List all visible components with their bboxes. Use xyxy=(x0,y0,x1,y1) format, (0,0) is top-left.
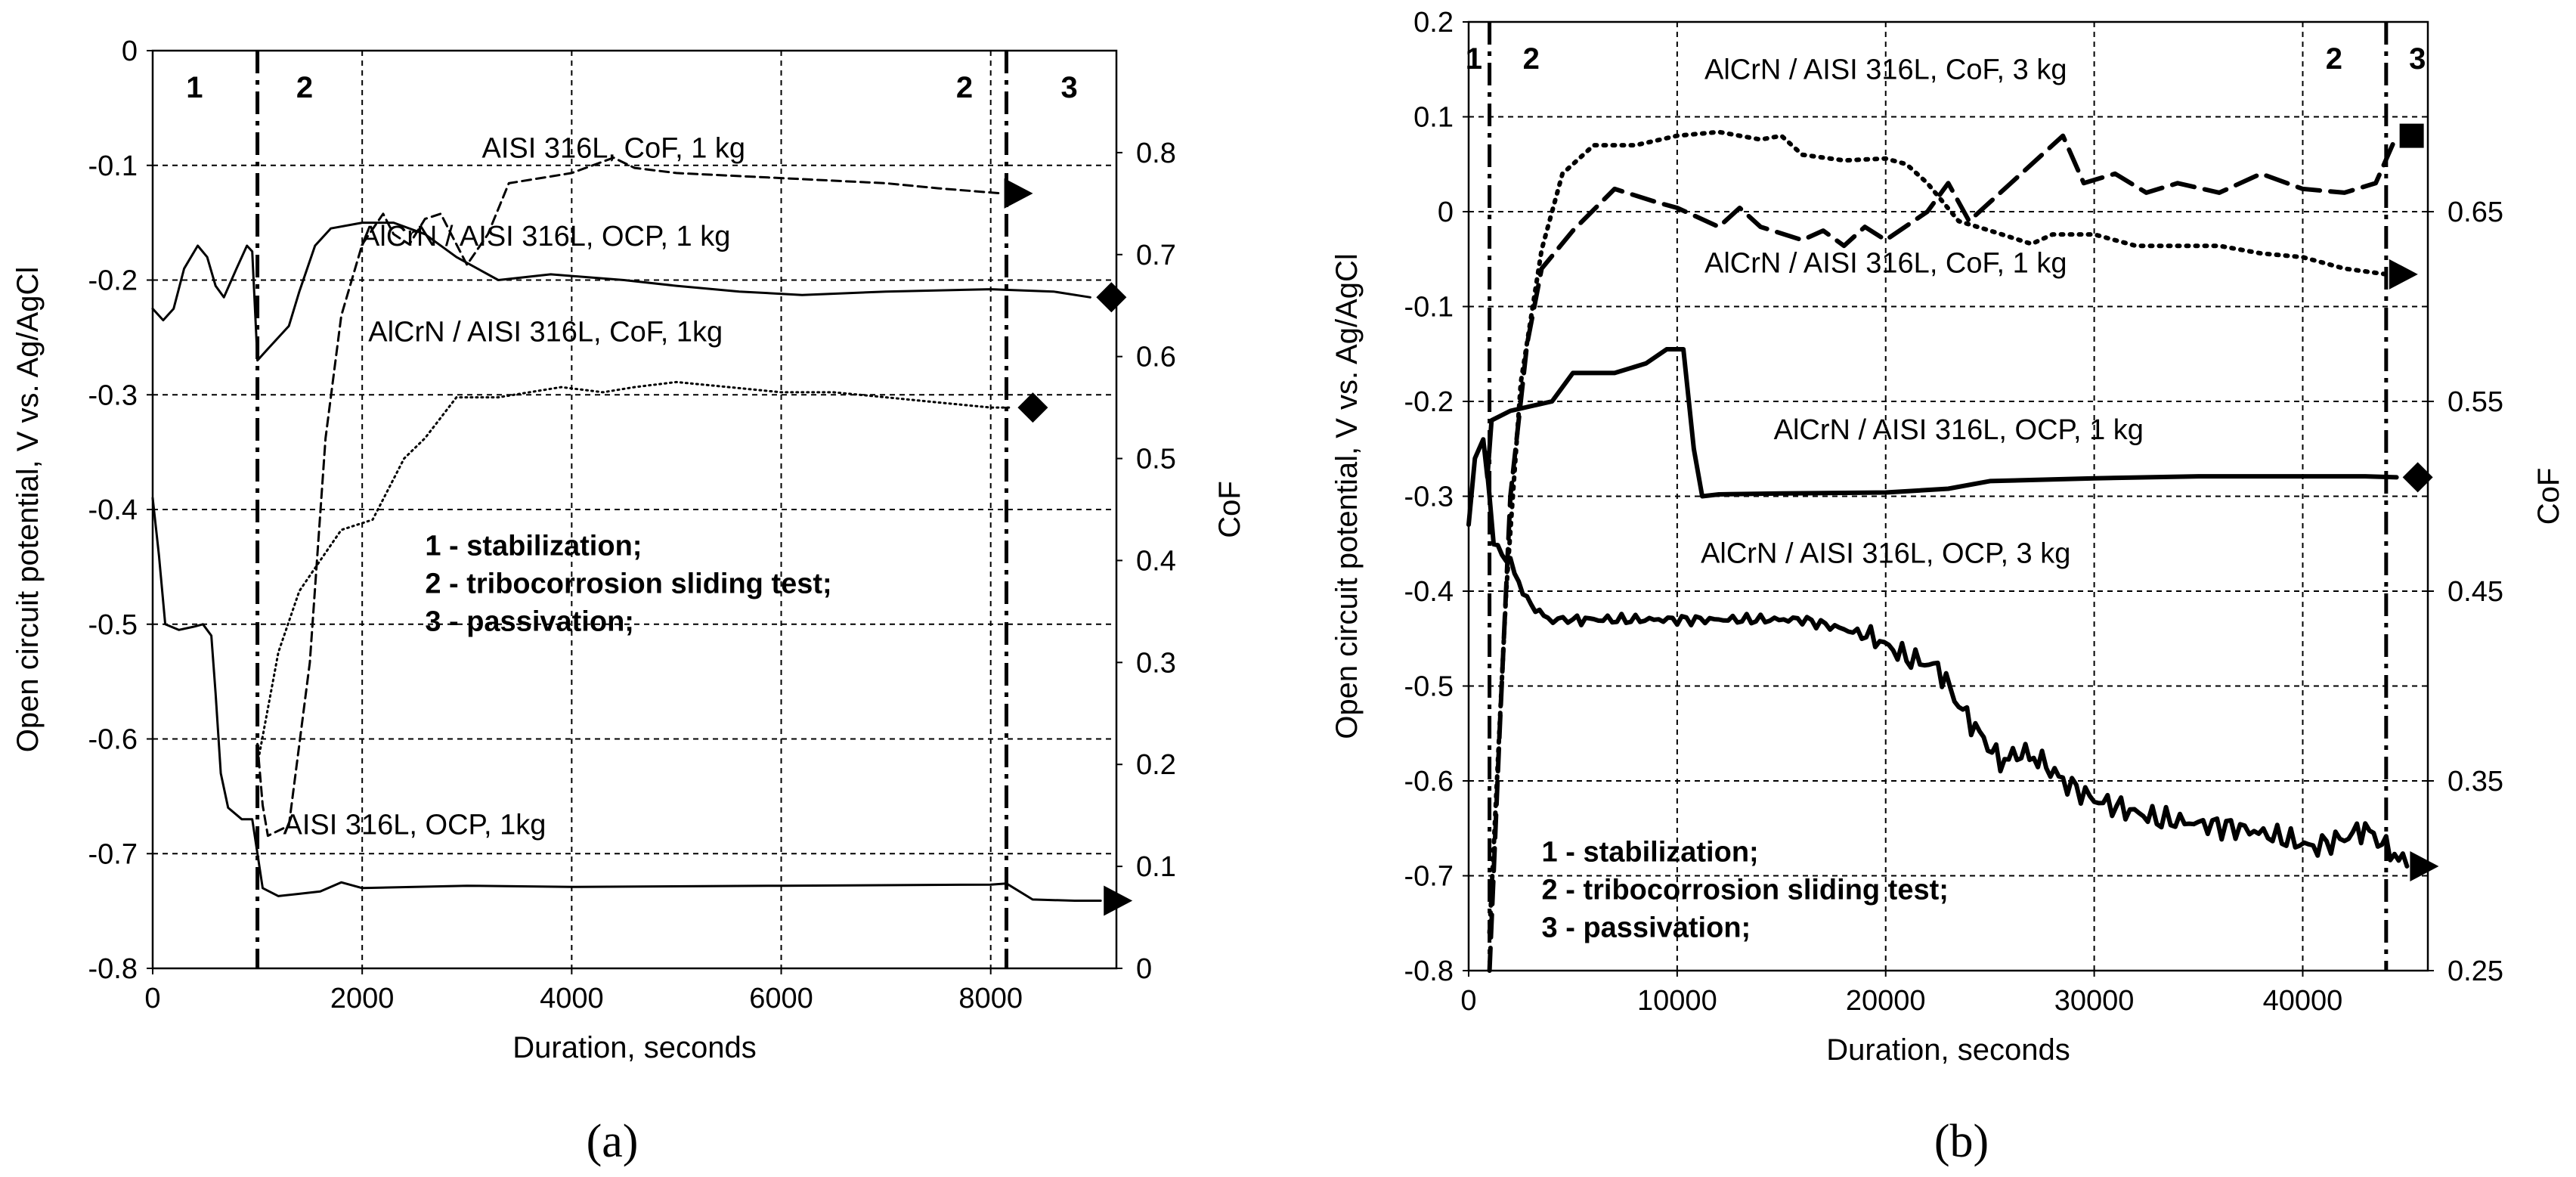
stage-label: 1 xyxy=(1466,42,1482,76)
y2-tick-label: 0.1 xyxy=(1136,851,1176,883)
y2-tick-label: 0.35 xyxy=(2448,766,2503,798)
stage-label: 2 xyxy=(956,71,973,104)
panel-a-label: (a) xyxy=(587,1116,639,1167)
y-tick-label: 0 xyxy=(122,36,138,67)
y-tick-label: -0.3 xyxy=(1404,482,1454,513)
plot-frame xyxy=(151,49,1118,970)
y-axis-title: Open circuit potential, V vs. Ag/AgCl xyxy=(11,267,45,753)
series-line xyxy=(1487,133,2399,973)
x-tick-label: 0 xyxy=(144,983,160,1014)
x-axis-title: Duration, seconds xyxy=(1826,1033,2070,1067)
y-tick-label: -0.7 xyxy=(88,838,138,870)
y2-tick-label: 0.65 xyxy=(2448,197,2503,228)
series-end-marker xyxy=(2399,123,2424,148)
stage-label: 2 xyxy=(296,71,313,104)
x-tick-label: 8000 xyxy=(958,983,1023,1014)
series-label: AlCrN / AISI 316L, CoF, 1kg xyxy=(368,316,723,348)
stage-legend-line: 2 - tribocorrosion sliding test; xyxy=(1542,875,1949,906)
x-tick-label: 30000 xyxy=(2054,985,2135,1017)
series-label: AlCrN / AISI 316L, CoF, 3 kg xyxy=(1704,54,2067,85)
stage-label: 2 xyxy=(2326,42,2342,76)
stage-legend-line: 1 - stabilization; xyxy=(425,531,642,562)
series-line xyxy=(1466,347,2399,528)
series-label: AISI 316L, OCP, 1kg xyxy=(283,809,546,841)
y2-tick-label: 0.2 xyxy=(1136,749,1176,781)
stage-legend-line: 3 - passivation; xyxy=(425,606,634,638)
series-line xyxy=(151,221,1091,362)
y-tick-label: 0.1 xyxy=(1413,102,1454,134)
y-axis-title: Open circuit potential, V vs. Ag/AgCl xyxy=(1330,253,1364,739)
series-end-marker xyxy=(2389,259,2418,290)
y2-tick-label: 0.5 xyxy=(1136,444,1176,475)
series-end-marker xyxy=(2410,850,2439,881)
x-tick-label: 40000 xyxy=(2263,985,2343,1017)
y2-tick-label: 0.45 xyxy=(2448,576,2503,608)
series-line xyxy=(256,380,1013,766)
stage-label: 3 xyxy=(2409,42,2426,76)
y-tick-label: -0.8 xyxy=(1404,956,1454,987)
stage-legend-line: 3 - passivation; xyxy=(1542,912,1751,944)
series-line xyxy=(1487,129,2389,935)
y-tick-label: -0.5 xyxy=(88,609,138,641)
y-tick-label: -0.8 xyxy=(88,953,138,985)
y-tick-label: -0.5 xyxy=(1404,671,1454,703)
y2-tick-label: 0.3 xyxy=(1136,647,1176,679)
y2-tick-label: 0 xyxy=(1136,953,1152,985)
y-tick-label: -0.6 xyxy=(1404,766,1454,798)
y-tick-label: -0.4 xyxy=(1404,576,1454,608)
y2-tick-label: 0.4 xyxy=(1136,545,1176,577)
y-tick-label: -0.7 xyxy=(1404,861,1454,893)
stage-label: 2 xyxy=(1523,42,1540,76)
y2-tick-label: 0.7 xyxy=(1136,240,1176,271)
series-line xyxy=(256,156,1003,838)
series-end-marker xyxy=(1096,282,1127,313)
panel-a-chart: 0-0.1-0.2-0.3-0.4-0.5-0.6-0.7-0.80 2000 40… xyxy=(11,36,1246,1064)
series-end-marker xyxy=(1104,885,1133,916)
series-end-marker xyxy=(2402,462,2433,493)
y-tick-label: -0.1 xyxy=(1404,292,1454,324)
series-label: AlCrN / AISI 316L, CoF, 1 kg xyxy=(1704,247,2067,279)
x-tick-label: 6000 xyxy=(749,983,813,1014)
series-label: AlCrN / AISI 316L, OCP, 1 kg xyxy=(361,221,730,252)
series-label: AlCrN / AISI 316L, OCP, 1 kg xyxy=(1774,414,2144,446)
y2-tick-label: 0.8 xyxy=(1136,138,1176,169)
y2-axis-title: CoF xyxy=(1213,481,1246,538)
y2-axis-title: CoF xyxy=(2532,468,2565,525)
panel-b-label: (b) xyxy=(1934,1116,1989,1167)
y-tick-label: 0.2 xyxy=(1413,7,1454,39)
y2-tick-label: 0.25 xyxy=(2448,956,2503,987)
y-tick-label: -0.6 xyxy=(88,724,138,756)
y2-tick-label: 0.6 xyxy=(1136,342,1176,373)
x-tick-label: 4000 xyxy=(540,983,604,1014)
series-line xyxy=(1483,450,2410,869)
x-axis-title: Duration, seconds xyxy=(512,1031,756,1064)
series-label: AlCrN / AISI 316L, OCP, 3 kg xyxy=(1701,537,2070,569)
y-tick-label: 0 xyxy=(1438,197,1454,228)
series-label: AISI 316L, CoF, 1 kg xyxy=(482,133,746,165)
series-end-marker xyxy=(1004,178,1033,209)
y-tick-label: -0.3 xyxy=(88,379,138,411)
stage-label: 1 xyxy=(186,71,203,104)
x-tick-label: 0 xyxy=(1460,985,1476,1017)
stage-legend-line: 2 - tribocorrosion sliding test; xyxy=(425,568,831,600)
x-tick-label: 2000 xyxy=(330,983,395,1014)
plot-frame xyxy=(1467,20,2429,972)
y-tick-label: -0.4 xyxy=(88,494,138,526)
series-line xyxy=(151,497,1102,902)
y-tick-label: -0.2 xyxy=(88,265,138,297)
stage-legend-line: 1 - stabilization; xyxy=(1542,837,1759,869)
y-tick-label: -0.1 xyxy=(88,150,138,182)
x-tick-label: 10000 xyxy=(1637,985,1717,1017)
y-tick-label: -0.2 xyxy=(1404,386,1454,418)
y2-tick-label: 0.55 xyxy=(2448,386,2503,418)
stage-label: 3 xyxy=(1061,71,1078,104)
x-tick-label: 20000 xyxy=(1846,985,1926,1017)
series-end-marker xyxy=(1017,392,1048,423)
panel-b-chart: 0.20.10-0.1-0.2-0.3-0.4-0.5-0.6-0.7-0.80… xyxy=(1330,7,2565,1067)
